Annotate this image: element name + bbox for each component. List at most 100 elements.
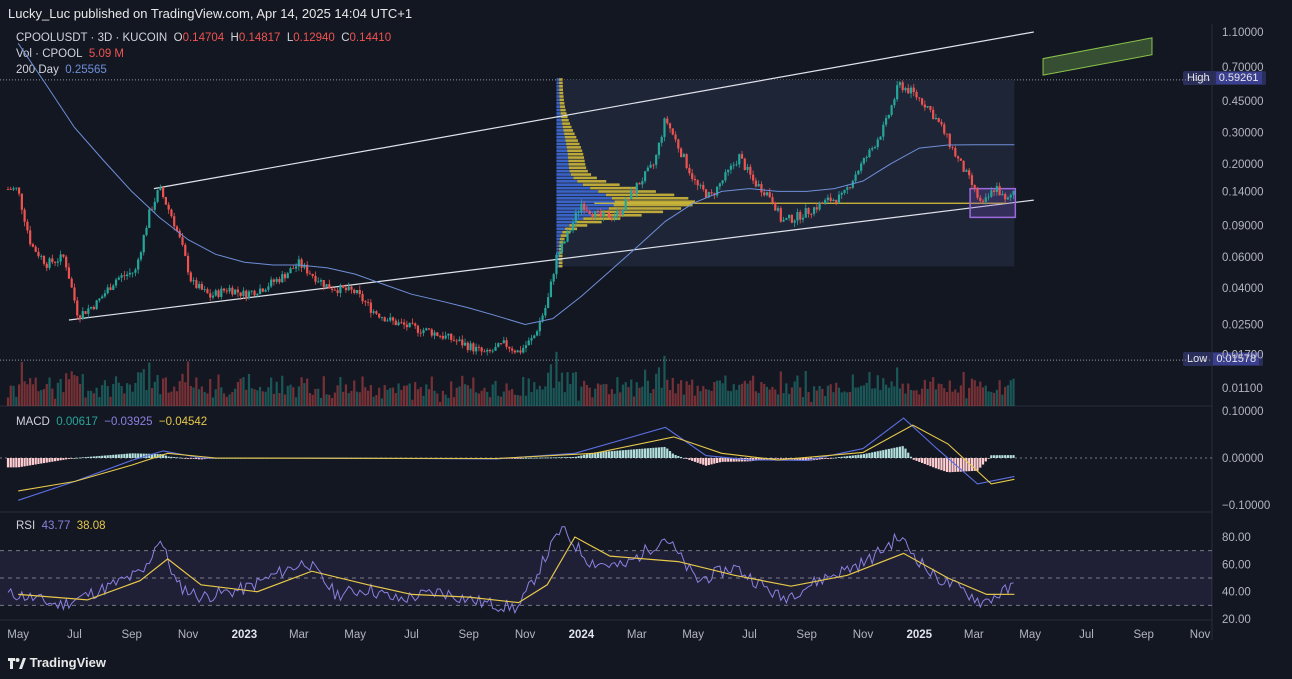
volume-bar bbox=[696, 385, 699, 406]
volume-bar bbox=[505, 383, 508, 406]
candle-body bbox=[973, 185, 976, 188]
volume-bar bbox=[236, 382, 240, 406]
macd-histogram-bar bbox=[51, 458, 54, 462]
tradingview-brand[interactable]: TradingView bbox=[8, 655, 106, 670]
macd-histogram-bar bbox=[757, 458, 760, 461]
macd-histogram-bar bbox=[591, 452, 594, 458]
macd-histogram-bar bbox=[649, 448, 652, 458]
volume-profile-bar bbox=[573, 176, 597, 180]
volume-bar bbox=[835, 382, 838, 406]
volume-profile-bar bbox=[613, 203, 693, 207]
macd-histogram-bar bbox=[951, 458, 954, 473]
candle-body bbox=[533, 335, 536, 339]
volume-bar bbox=[857, 387, 860, 406]
macd-histogram-bar bbox=[843, 456, 846, 458]
candle-body bbox=[228, 287, 231, 292]
candle-body bbox=[666, 118, 669, 124]
volume-bar bbox=[258, 386, 262, 406]
volume-bar bbox=[220, 387, 223, 406]
volume-bar bbox=[137, 372, 140, 406]
volume-bar bbox=[427, 389, 431, 406]
volume-bar bbox=[815, 390, 818, 406]
time-tick-label: May bbox=[1019, 629, 1041, 641]
macd-histogram-bar bbox=[173, 457, 176, 458]
volume-bar bbox=[627, 387, 630, 406]
rsi-value: 43.77 bbox=[41, 520, 71, 532]
macd-histogram-bar bbox=[945, 458, 949, 473]
candle-body bbox=[167, 204, 170, 210]
macd-histogram-bar bbox=[840, 456, 843, 458]
candle-body bbox=[20, 193, 23, 210]
rsi-label[interactable]: RSI bbox=[16, 520, 36, 532]
candle-body bbox=[1012, 190, 1015, 195]
volume-bar bbox=[297, 386, 300, 406]
macd-histogram-bar bbox=[1001, 455, 1004, 458]
volume-profile-bar bbox=[556, 139, 566, 142]
candle-body bbox=[768, 192, 771, 198]
volume-bar bbox=[959, 385, 962, 406]
macd-histogram-bar bbox=[153, 453, 156, 458]
volume-profile-bar bbox=[556, 180, 578, 183]
candle-body bbox=[350, 286, 353, 290]
macd-histogram-bar bbox=[987, 458, 990, 459]
macd-histogram-bar bbox=[142, 453, 145, 458]
macd-histogram-bar bbox=[106, 455, 109, 458]
volume-label[interactable]: Vol · CPOOL bbox=[16, 48, 83, 60]
volume-profile-bar bbox=[556, 101, 560, 105]
candle-body bbox=[73, 287, 76, 301]
price-tick-label: 1.10000 bbox=[1222, 27, 1264, 39]
macd-histogram-bar bbox=[696, 458, 699, 463]
volume-profile-range bbox=[556, 79, 1015, 267]
volume-bar bbox=[267, 387, 270, 406]
macd-histogram-bar bbox=[782, 458, 785, 459]
candle-body bbox=[455, 340, 458, 342]
candle-body bbox=[1009, 194, 1012, 198]
volume-value: 5.09 M bbox=[88, 48, 125, 60]
candle-body bbox=[270, 279, 273, 287]
volume-bar bbox=[458, 386, 461, 406]
volume-bar bbox=[272, 393, 276, 406]
volume-bar bbox=[549, 364, 553, 406]
candle-body bbox=[195, 280, 198, 289]
candle-body bbox=[480, 347, 483, 352]
volume-profile-bar bbox=[556, 132, 565, 136]
candle-body bbox=[990, 190, 993, 197]
price-chart[interactable]: 1.10000 0.70000 0.45000 0.30000 0.20000 0.140… bbox=[0, 24, 1292, 652]
macd-histogram-bar bbox=[34, 458, 37, 465]
volume-bar bbox=[62, 392, 65, 406]
volume-bar bbox=[466, 385, 469, 406]
candle-body bbox=[278, 278, 281, 283]
macd-histogram-bar bbox=[984, 458, 987, 462]
volume-bar bbox=[743, 380, 746, 406]
ma-label[interactable]: 200 Day bbox=[16, 64, 59, 76]
macd-histogram-bar bbox=[530, 457, 533, 459]
volume-bar bbox=[114, 376, 118, 406]
volume-bar bbox=[887, 387, 890, 406]
candle-body bbox=[569, 230, 572, 232]
macd-histogram-bar bbox=[973, 458, 976, 471]
volume-bar bbox=[727, 390, 730, 406]
macd-histogram-bar bbox=[851, 455, 854, 458]
volume-bar bbox=[810, 401, 813, 406]
volume-bar bbox=[294, 397, 298, 406]
symbol-label[interactable]: CPOOLUSDT · 3D · KUCOIN bbox=[16, 32, 168, 44]
candle-body bbox=[311, 274, 314, 276]
candle-body bbox=[868, 149, 871, 158]
volume-bar bbox=[832, 392, 835, 406]
macd-label[interactable]: MACD bbox=[16, 416, 50, 428]
volume-bar bbox=[704, 389, 708, 406]
time-tick-label: 2023 bbox=[232, 629, 258, 641]
volume-bar bbox=[109, 396, 112, 406]
macd-histogram-bar bbox=[48, 458, 51, 463]
volume-bar bbox=[128, 384, 131, 406]
volume-bar bbox=[1001, 394, 1004, 406]
macd-histogram-bar bbox=[569, 457, 572, 458]
volume-profile-bar bbox=[556, 108, 561, 112]
macd-histogram-bar bbox=[829, 458, 832, 459]
volume-bar bbox=[42, 389, 46, 406]
macd-histogram-bar bbox=[693, 458, 697, 462]
candle-body bbox=[779, 208, 782, 222]
candle-body bbox=[328, 284, 331, 289]
volume-bar bbox=[441, 390, 444, 406]
candle-body bbox=[76, 300, 79, 316]
